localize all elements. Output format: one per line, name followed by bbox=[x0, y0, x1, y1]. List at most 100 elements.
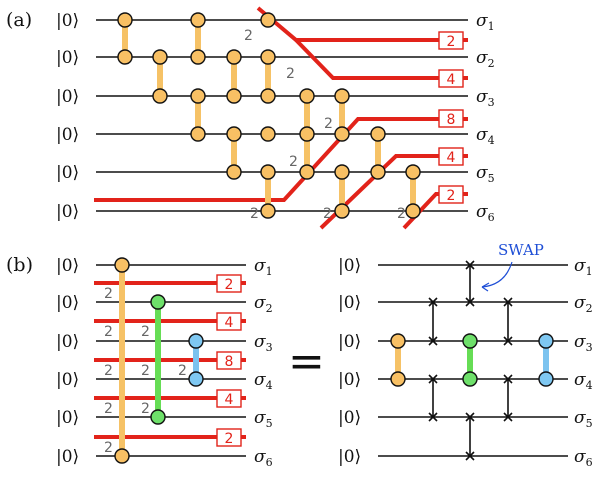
sigma-label: σ5 bbox=[476, 163, 495, 185]
bond-two-label: 2 bbox=[397, 206, 406, 222]
swap-cross-icon bbox=[503, 374, 513, 384]
swap-label: SWAP bbox=[498, 241, 544, 259]
qubit-node bbox=[114, 448, 130, 464]
bond-two-label: 2 bbox=[324, 116, 333, 132]
qubit-node bbox=[462, 333, 478, 349]
sigma-label: σ6 bbox=[476, 202, 495, 224]
sigma-label: σ4 bbox=[254, 370, 273, 392]
panel-a-label: (a) bbox=[6, 9, 32, 31]
sigma-label: σ5 bbox=[254, 408, 273, 430]
sigma-label: σ1 bbox=[476, 11, 495, 33]
sigma-label: σ2 bbox=[254, 293, 273, 315]
swap-cross-icon bbox=[465, 412, 475, 422]
qubit-node bbox=[190, 88, 206, 104]
panel-a-sigmas: σ1 σ2 σ3 σ4 σ5 σ6 bbox=[476, 11, 495, 224]
qubit-node bbox=[260, 164, 276, 180]
ket: |0⟩ bbox=[56, 48, 79, 68]
sigma-label: σ5 bbox=[574, 408, 593, 430]
bond-box bbox=[216, 312, 242, 331]
ket: |0⟩ bbox=[338, 293, 361, 313]
qubit-node bbox=[226, 49, 242, 65]
qubit-node bbox=[114, 257, 130, 273]
swap-cross-icon bbox=[503, 412, 513, 422]
ket: |0⟩ bbox=[56, 293, 79, 313]
qubit-node bbox=[390, 371, 406, 387]
qubit-node bbox=[226, 88, 242, 104]
panel-b-right-kets: |0⟩ |0⟩ |0⟩ |0⟩ |0⟩ |0⟩ bbox=[338, 256, 361, 467]
sigma-label: σ4 bbox=[476, 125, 495, 147]
bond-box-value: 8 bbox=[225, 354, 234, 370]
sigma-label: σ3 bbox=[254, 332, 273, 354]
bond-two-label: 2 bbox=[250, 206, 259, 222]
red-cut-line bbox=[256, 6, 468, 42]
qubit-node bbox=[538, 371, 554, 387]
qubit-node bbox=[260, 126, 276, 142]
panel-b-left-sigmas: σ1 σ2 σ3 σ4 σ5 σ6 bbox=[254, 256, 273, 469]
red-cut-line bbox=[94, 117, 468, 202]
qubit-node bbox=[117, 12, 133, 28]
bond-two-label: 2 bbox=[141, 324, 150, 340]
qubit-node bbox=[260, 12, 276, 28]
bond-box bbox=[438, 147, 464, 166]
panel-b-left-bond-boxes: 2 4 8 4 2 bbox=[216, 274, 242, 447]
swap-cross-icon bbox=[503, 336, 513, 346]
swap-cross-icon bbox=[428, 336, 438, 346]
bond-box bbox=[438, 109, 464, 128]
swap-arrow bbox=[481, 261, 513, 288]
qubit-node bbox=[152, 49, 168, 65]
swap-cross-icon bbox=[428, 412, 438, 422]
qubit-node bbox=[405, 164, 421, 180]
panel-b-right-sigmas: σ1 σ2 σ3 σ4 σ5 σ6 bbox=[574, 256, 593, 469]
ket: |0⟩ bbox=[56, 163, 79, 183]
bond-box bbox=[216, 389, 242, 408]
qubit-node bbox=[190, 126, 206, 142]
bond-two-label: 2 bbox=[104, 440, 113, 456]
qubit-node bbox=[334, 88, 350, 104]
bond-two-label: 2 bbox=[104, 286, 113, 302]
sigma-label: σ3 bbox=[476, 87, 495, 109]
qubit-node bbox=[370, 164, 386, 180]
bond-box bbox=[216, 274, 242, 293]
bond-two-label: 2 bbox=[141, 363, 150, 379]
qubit-node bbox=[150, 294, 166, 310]
panel-a-nodes bbox=[117, 12, 421, 219]
sigma-label: σ2 bbox=[574, 293, 593, 315]
equals-sign: = bbox=[288, 336, 325, 387]
ket: |0⟩ bbox=[56, 11, 79, 31]
qubit-node bbox=[260, 203, 276, 219]
sigma-label: σ1 bbox=[254, 256, 273, 278]
qubit-node bbox=[299, 164, 315, 180]
bond-two-label: 2 bbox=[289, 154, 298, 170]
panel-a-two-labels: 2 2 2 2 2 2 2 bbox=[244, 28, 406, 222]
ket: |0⟩ bbox=[56, 256, 79, 276]
qubit-node bbox=[260, 49, 276, 65]
sigma-label: σ3 bbox=[574, 332, 593, 354]
qubit-node bbox=[188, 371, 204, 387]
swap-cross-icon bbox=[465, 451, 475, 461]
bond-two-label: 2 bbox=[286, 66, 295, 82]
bond-box-value: 4 bbox=[225, 392, 234, 408]
bond-two-label: 2 bbox=[104, 324, 113, 340]
qubit-node bbox=[370, 126, 386, 142]
qubit-node bbox=[117, 49, 133, 65]
panel-b-right-nodes bbox=[390, 333, 554, 387]
bond-box-value: 2 bbox=[225, 431, 234, 447]
panel-b-label: (b) bbox=[6, 254, 33, 276]
ket: |0⟩ bbox=[56, 447, 79, 467]
qubit-node bbox=[334, 126, 350, 142]
ket: |0⟩ bbox=[56, 87, 79, 107]
ket: |0⟩ bbox=[56, 202, 79, 222]
bond-box-value: 2 bbox=[447, 34, 456, 50]
sigma-label: σ6 bbox=[574, 447, 593, 469]
sigma-label: σ4 bbox=[574, 370, 593, 392]
qubit-node bbox=[226, 126, 242, 142]
swap-cross-icon bbox=[503, 297, 513, 307]
qubit-node bbox=[299, 88, 315, 104]
sigma-label: σ2 bbox=[476, 48, 495, 70]
panel-b-left-nodes bbox=[114, 257, 204, 464]
bond-two-label: 2 bbox=[104, 401, 113, 417]
panel-b-right-swaps bbox=[432, 265, 509, 456]
qubit-node bbox=[190, 49, 206, 65]
